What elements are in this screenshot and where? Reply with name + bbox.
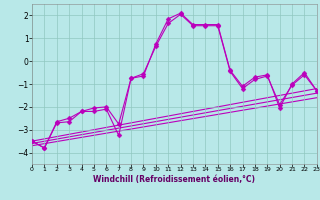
X-axis label: Windchill (Refroidissement éolien,°C): Windchill (Refroidissement éolien,°C): [93, 175, 255, 184]
